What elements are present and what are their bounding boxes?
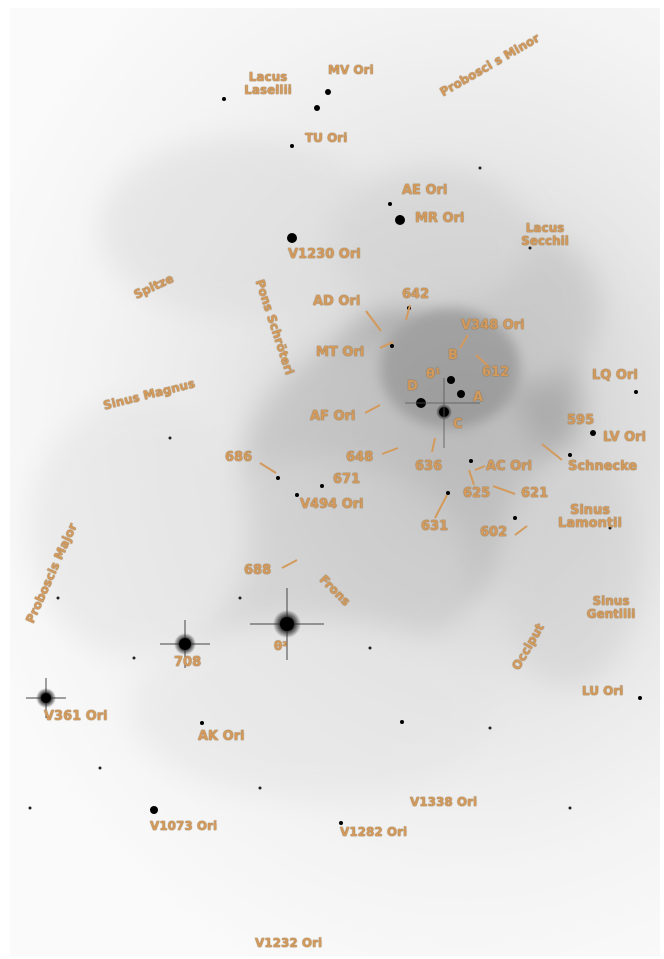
star-708	[160, 620, 210, 668]
label-sinus-gentilii: Sinus Gentilii	[586, 594, 636, 621]
pointer-688	[281, 559, 298, 569]
label-642: 642	[402, 287, 430, 302]
label-d: D	[407, 379, 418, 394]
label-sinus-lamontii: Sinus Lamontii	[558, 503, 622, 531]
label-ac-ori: AC Ori	[486, 459, 533, 474]
label-v361-ori: V361 Ori	[44, 709, 108, 724]
label-v1230-ori: V1230 Ori	[288, 247, 361, 262]
bright-stars	[26, 89, 642, 825]
pointer-602	[514, 525, 528, 536]
label-a: A	[473, 390, 484, 405]
label-mr-ori: MR Ori	[415, 211, 465, 226]
pointer-schnecke	[541, 443, 563, 461]
label-612: 612	[482, 365, 510, 380]
pointer-ad-ori	[365, 310, 382, 332]
label-v494-ori: V494 Ori	[300, 497, 364, 512]
label-v1232-ori: V1232 Ori	[255, 936, 323, 950]
nebula-haze	[30, 138, 640, 798]
label-lacus-secchii: Lacus Secchii	[521, 221, 569, 248]
label-688: 688	[244, 563, 272, 578]
label-ak-ori: AK Ori	[198, 729, 245, 744]
label-625: 625	[463, 486, 491, 501]
label-mv-ori: MV Ori	[328, 63, 374, 77]
label-c: C	[453, 417, 463, 432]
label-lacus-laselli: Lacus Lasellii	[244, 70, 292, 97]
star-theta2	[250, 588, 324, 660]
label-595: 595	[567, 413, 595, 428]
label-lv-ori: LV Ori	[603, 430, 646, 445]
pointer-636	[431, 437, 436, 453]
label-v348-ori: V348 Ori	[461, 318, 525, 333]
pointer-mt-ori	[379, 341, 394, 349]
label-621: 621	[521, 486, 549, 501]
label-686: 686	[225, 450, 253, 465]
nebula-and-stars	[26, 89, 642, 825]
label-v1338-ori: V1338 Ori	[410, 795, 478, 809]
label-af-ori: AF Ori	[310, 409, 356, 424]
label-lu-ori: LU Ori	[582, 684, 624, 698]
pointer-ac-ori	[474, 465, 486, 471]
pointer-af-ori	[364, 404, 381, 414]
pointer-v348	[459, 334, 469, 349]
pointer-625	[468, 469, 475, 486]
label-tu-ori: TU Ori	[305, 131, 348, 145]
label-ad-ori: AD Ori	[313, 294, 361, 309]
pointer-612	[475, 354, 489, 367]
nebula-photograph: Lacus Lasellii MV Ori Probosci s Minor T…	[10, 8, 660, 956]
pointer-631	[434, 494, 448, 519]
pointer-648	[381, 447, 399, 455]
star-theta1-cluster	[405, 376, 480, 448]
label-schnecke: Schnecke	[568, 459, 638, 474]
label-v1073-ori: V1073 Ori	[150, 819, 218, 833]
label-mt-ori: MT Ori	[316, 345, 365, 360]
pointer-lines	[259, 304, 563, 569]
pointer-621	[492, 485, 516, 495]
label-lq-ori: LQ Ori	[592, 368, 638, 383]
label-636: 636	[415, 459, 443, 474]
label-v1282-ori: V1282 Ori	[340, 825, 408, 839]
label-671: 671	[333, 472, 361, 487]
pointer-642	[405, 304, 411, 321]
label-theta2: θ²	[274, 639, 288, 653]
label-708: 708	[174, 655, 202, 670]
pointer-686	[259, 462, 277, 474]
label-631: 631	[421, 519, 449, 534]
label-ae-ori: AE Ori	[402, 183, 448, 198]
label-b: B	[448, 348, 458, 363]
label-602: 602	[480, 525, 508, 540]
label-648: 648	[346, 450, 374, 465]
star-v361	[26, 678, 66, 718]
label-theta1: θ¹	[426, 367, 441, 382]
